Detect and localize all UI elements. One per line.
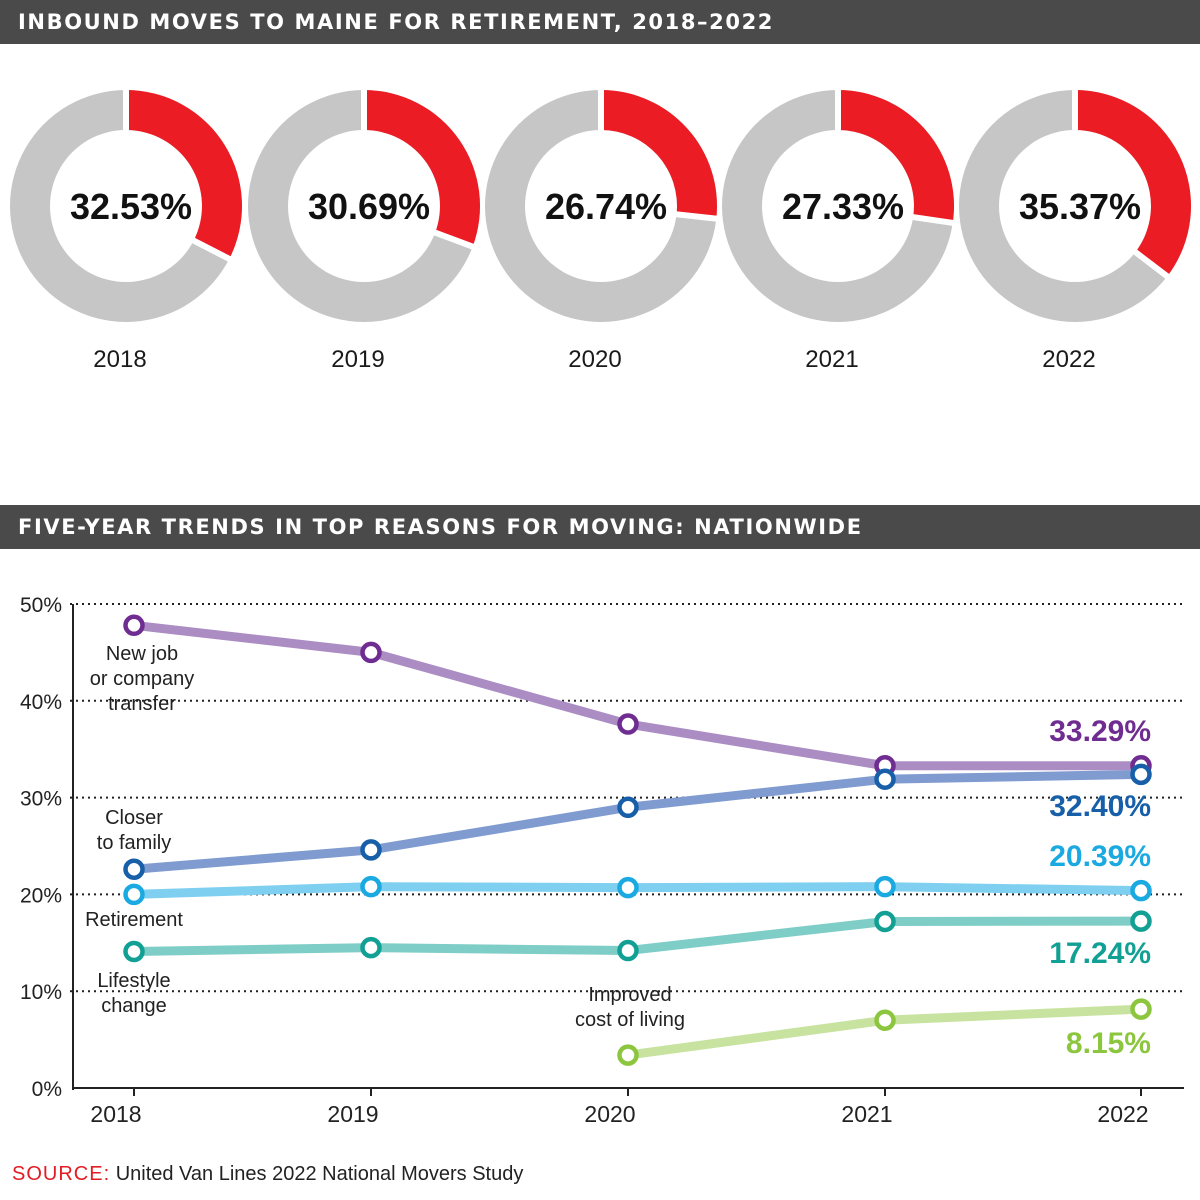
data-point [874,1009,896,1031]
series-name-line: Closer [105,807,163,829]
data-point [874,875,896,898]
donut-year-label: 2022 [1042,346,1095,373]
series-end-value-label: 20.39% [1049,840,1151,873]
y-tick-label: 50% [20,594,62,617]
series-name-line: Improved [588,984,671,1006]
donut-retirement-segment [364,90,481,247]
y-tick-label: 20% [20,884,62,907]
donut-2020: 26.74% 2020 [484,88,719,373]
series-name-line: or company [90,668,195,690]
donut-separator [432,229,476,251]
data-point [617,939,639,962]
series-closer-to-family: Closer to family 32.40% [97,763,1152,880]
x-tick-label: 2022 [1097,1101,1148,1127]
series-name-label: New job or company transfer [90,643,195,715]
series-name-line: change [101,995,167,1017]
donut-year-label: 2018 [93,346,146,373]
donut-year-label: 2021 [805,346,858,373]
series-line [129,620,1146,771]
source-label: SOURCE: [12,1163,111,1185]
donut-2018: 32.53% 2018 [9,88,243,373]
donut-year-label: 2019 [331,346,384,373]
donut-value-label: 27.33% [782,186,904,227]
series-end-value-label: 33.29% [1049,715,1151,748]
source-text: United Van Lines 2022 National Movers St… [115,1163,524,1185]
y-tick-label: 40% [20,691,62,714]
data-point [360,839,382,861]
x-tick-label: 2021 [841,1101,892,1127]
series-name-line: New job [106,643,178,665]
data-point [1130,998,1152,1020]
x-tick-label: 2019 [327,1101,378,1127]
series-name-label: Closer to family [97,807,171,854]
series-name-label: Improved cost of living [575,984,685,1031]
series-lifestyle-change: Lifestyle change 17.24% [97,910,1152,1017]
y-tick-label: 10% [20,981,62,1004]
data-point [1130,763,1152,786]
series-name-line: Lifestyle [97,970,170,992]
donut-2019: 30.69% 2019 [247,88,481,373]
donut-retirement-segment [601,90,717,219]
series-name-label: Retirement [85,909,183,931]
donut-value-label: 30.69% [308,186,430,227]
donut-separator [674,211,719,222]
donut-value-label: 26.74% [545,186,667,227]
series-name-line: Retirement [85,909,183,931]
series-name-line: transfer [108,693,176,715]
data-point [123,858,145,880]
donut-retirement-segment [1075,90,1191,277]
x-tick-label: 2020 [584,1101,635,1127]
data-point [874,910,896,933]
data-point [360,641,382,664]
data-point [874,768,896,790]
donut-section-title: INBOUND MOVES TO MAINE FOR RETIREMENT, 2… [0,0,1200,44]
x-tick-label: 2018 [90,1101,141,1127]
data-point [123,614,145,637]
donut-value-label: 35.37% [1019,186,1141,227]
data-point [1130,910,1152,932]
donut-separator [190,237,233,263]
data-point [360,875,382,898]
data-point [1130,879,1152,902]
line-section-title: FIVE-YEAR TRENDS IN TOP REASONS FOR MOVI… [0,505,1200,549]
series-new-job-or-company-transfer: New job or company transfer 33.29% [90,614,1152,777]
data-point [123,940,145,963]
series-retirement: Retirement 20.39% [85,840,1152,931]
data-point [617,1044,639,1066]
series-end-value-label: 8.15% [1066,1027,1151,1060]
y-tick-label: 30% [20,788,62,811]
series-line [129,769,1146,874]
donut-2021: 27.33% 2021 [721,88,956,373]
donut-separator [1132,248,1171,280]
series-end-value-label: 32.40% [1049,790,1151,823]
series-improved-cost-of-living: Improved cost of living 8.15% [575,984,1152,1066]
source-note: SOURCE: United Van Lines 2022 National M… [12,1163,523,1186]
series-name-line: to family [97,832,171,854]
data-point [617,796,639,819]
data-point [360,936,382,959]
donut-separator [910,213,956,227]
donut-2022: 35.37% 2022 [958,88,1191,373]
series-name-line: cost of living [575,1009,685,1031]
data-point [123,883,145,906]
donut-chart-row: 32.53% 2018 30.69% 2019 26.74% 2020 27.33% 2021… [9,88,1191,373]
donut-year-label: 2020 [568,346,621,373]
y-tick-label: 0% [32,1078,62,1101]
series-end-value-label: 17.24% [1049,937,1151,970]
donut-retirement-segment [126,90,243,259]
data-point [617,876,639,899]
donut-retirement-segment [838,90,954,223]
data-point [617,713,639,735]
donut-value-label: 32.53% [70,186,192,227]
series-name-label: Lifestyle change [97,970,170,1017]
